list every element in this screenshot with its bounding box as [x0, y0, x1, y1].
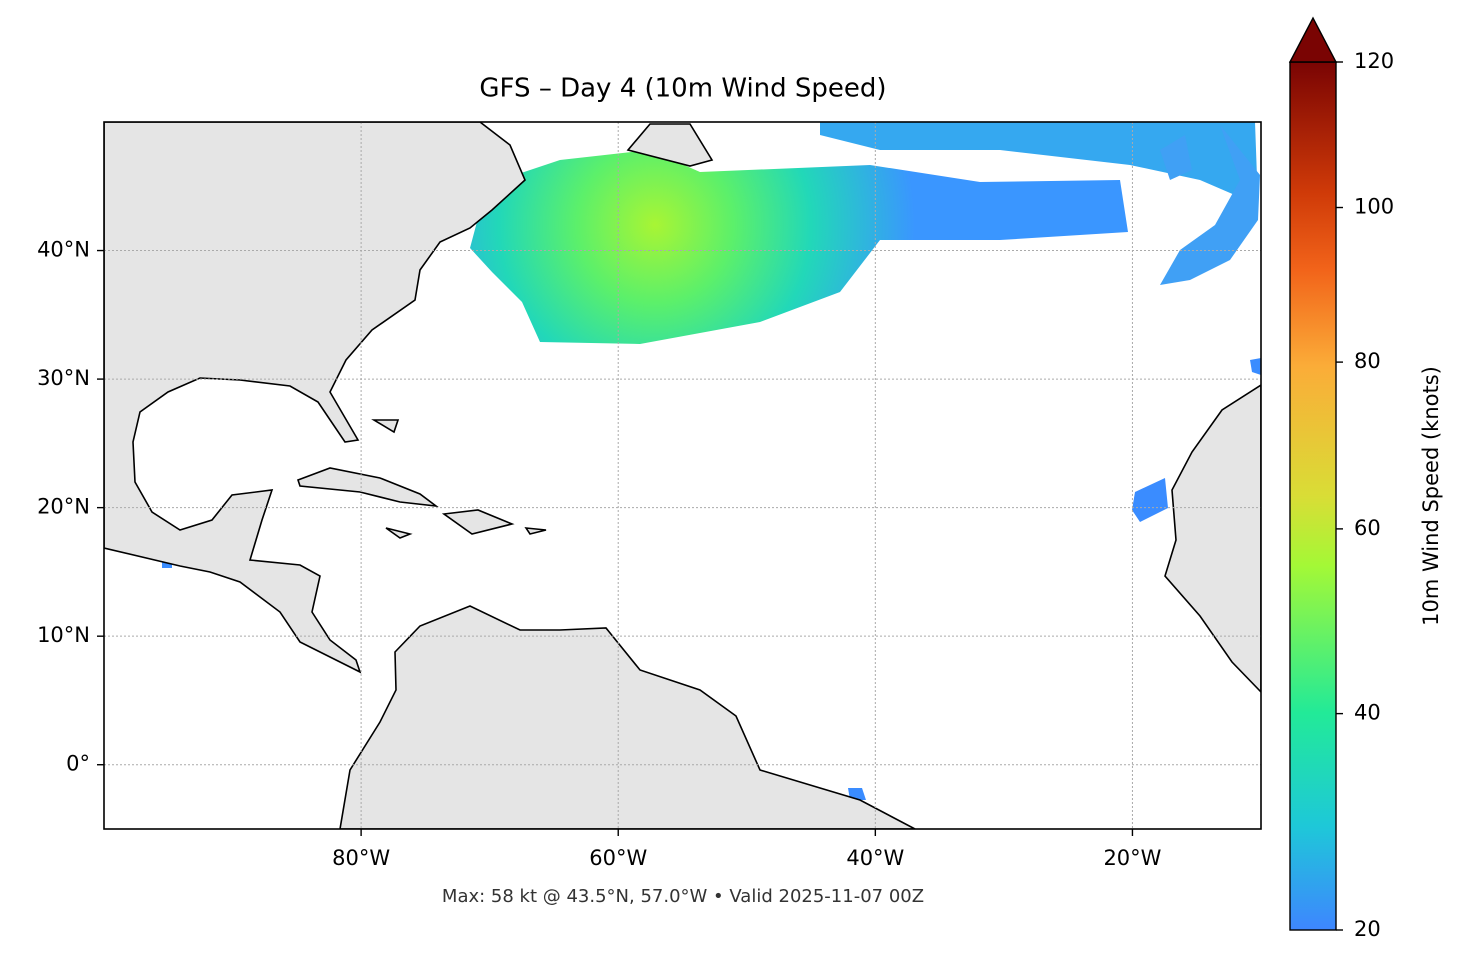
- colorbar-tick-label: 40: [1354, 701, 1381, 725]
- map-frame: [103, 121, 1262, 830]
- map-area: [104, 122, 1261, 829]
- y-tick-label: 0°: [66, 752, 90, 776]
- colorbar: 10m Wind Speed (knots): [1288, 16, 1443, 931]
- chart-title: GFS – Day 4 (10m Wind Speed): [479, 74, 886, 104]
- footnote: Max: 58 kt @ 43.5°N, 57.0°W • Valid 2025…: [442, 886, 924, 907]
- colorbar-tick-label: 20: [1354, 917, 1381, 941]
- colorbar-label: 10m Wind Speed (knots): [1419, 366, 1443, 626]
- x-tick-label: 40°W: [846, 846, 904, 870]
- x-tick-label: 20°W: [1103, 846, 1161, 870]
- x-tick-label: 60°W: [589, 846, 647, 870]
- colorbar-tick-label: 100: [1354, 195, 1394, 219]
- colorbar-extend: [1288, 16, 1338, 63]
- colorbar-bar: [1289, 61, 1337, 931]
- grid: [104, 122, 1261, 829]
- y-tick-label: 10°N: [37, 623, 90, 647]
- x-tick-label: 80°W: [332, 846, 390, 870]
- wind-field: [162, 122, 1261, 800]
- colorbar-tick-label: 60: [1354, 516, 1381, 540]
- y-tick-label: 40°N: [37, 238, 90, 262]
- land: [104, 122, 1261, 829]
- colorbar-tick-label: 120: [1354, 49, 1394, 73]
- y-tick-label: 20°N: [37, 495, 90, 519]
- colorbar-tick-label: 80: [1354, 349, 1381, 373]
- y-tick-label: 30°N: [37, 366, 90, 390]
